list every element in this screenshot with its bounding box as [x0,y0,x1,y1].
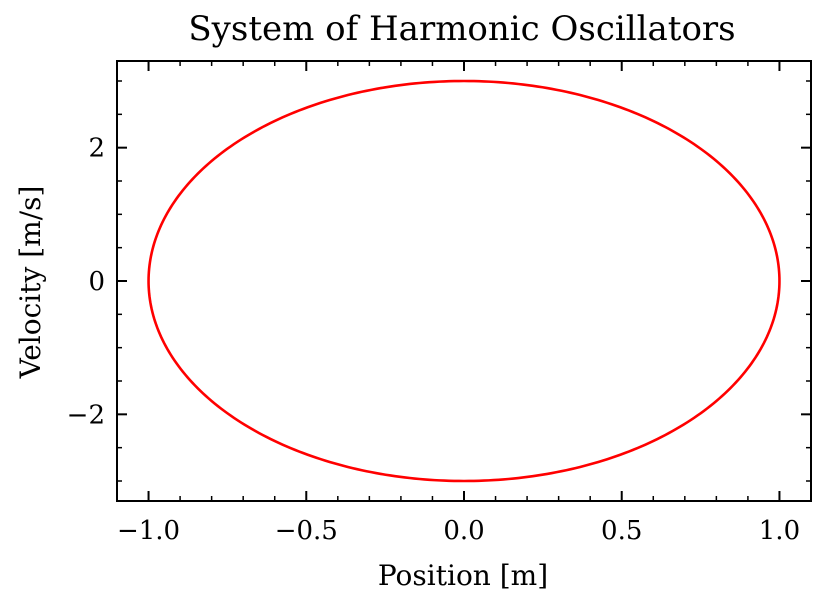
plot-area [116,60,812,502]
series-line-oscillator [147,79,781,483]
y-tick-labels: −2 0 2 [67,134,105,431]
x-tick-labels: −1.0 −0.5 0.0 0.5 1.0 [117,516,800,546]
x-tick-label: 1.0 [759,516,800,546]
major-ticks [117,61,811,501]
x-tick-label: 0.0 [443,516,484,546]
y-axis-label: Velocity [m/s] [14,186,47,380]
minor-ticks [116,61,812,501]
x-tick-label: 0.5 [601,516,642,546]
y-tick-label: 0 [88,267,105,297]
plot-frame [116,60,812,502]
chart-title: System of Harmonic Oscillators [188,9,735,49]
y-tick-label: −2 [67,400,105,430]
x-axis-label: Position [m] [378,559,548,592]
y-tick-label: 2 [88,134,105,164]
x-tick-label: −0.5 [275,516,338,546]
x-tick-label: −1.0 [117,516,180,546]
